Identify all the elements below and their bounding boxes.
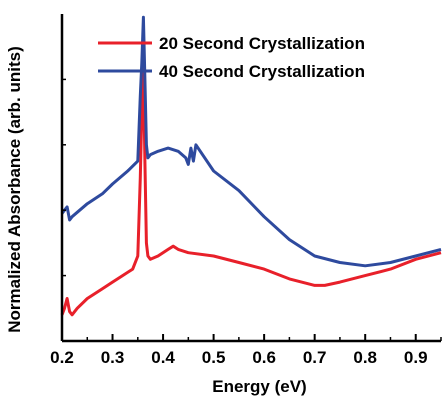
x-tick-label: 0.2 bbox=[50, 348, 74, 367]
series-line-2 bbox=[60, 15, 442, 268]
axes bbox=[60, 14, 441, 343]
x-tick-label: 0.4 bbox=[151, 348, 175, 367]
x-ticks: 0.2 0.3 0.4 0.5 0.6 0.7 0.8 0.9 bbox=[50, 78, 442, 367]
x-tick-label: 0.8 bbox=[353, 348, 377, 367]
x-tick-label: 0.5 bbox=[202, 348, 226, 367]
legend-label-2: 40 Second Crystallization bbox=[159, 62, 365, 81]
legend-label-1: 20 Second Crystallization bbox=[159, 34, 365, 53]
legend: 20 Second Crystallization 40 Second Cryst… bbox=[98, 34, 365, 81]
x-tick-label: 0.9 bbox=[404, 348, 428, 367]
plot-lines bbox=[60, 15, 442, 317]
x-axis-label: Energy (eV) bbox=[212, 377, 306, 396]
series-line-1 bbox=[60, 64, 442, 317]
x-tick-label: 0.3 bbox=[101, 348, 125, 367]
y-axis-label: Normalized Absorbance (arb. units) bbox=[5, 46, 24, 333]
x-tick-label: 0.6 bbox=[252, 348, 276, 367]
x-tick-label: 0.7 bbox=[303, 348, 327, 367]
